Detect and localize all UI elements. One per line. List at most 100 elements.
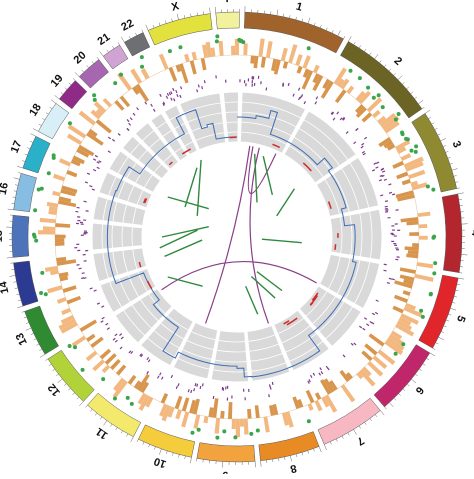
link-chord (162, 262, 317, 290)
purple-tick (293, 94, 294, 97)
scale-tick (77, 397, 79, 399)
purple-tick (364, 137, 366, 139)
green-dot (40, 271, 44, 275)
chromosome-label-11: 11 (94, 425, 110, 441)
cnv-bar (236, 419, 240, 437)
purple-tick (380, 195, 383, 196)
purple-tick (299, 88, 300, 91)
scale-tick (448, 314, 451, 315)
purple-tick (160, 94, 161, 97)
green-dot (431, 236, 435, 240)
cnv-bar (201, 58, 207, 70)
purple-tick (202, 86, 203, 89)
cnv-bar (190, 60, 197, 74)
scale-tick (348, 433, 349, 436)
green-dot (433, 261, 437, 265)
scale-tick (121, 37, 124, 42)
purple-tick (359, 326, 361, 328)
purple-tick (372, 170, 375, 171)
scale-tick (289, 15, 290, 18)
scale-tick (407, 384, 409, 386)
scale-tick (179, 454, 180, 457)
link-line (246, 286, 258, 314)
purple-tick (113, 338, 115, 340)
link-chord (206, 146, 250, 324)
cnv-bar (335, 89, 347, 103)
scale-tick (7, 257, 13, 258)
purple-tick (354, 142, 356, 144)
cnv-bar (47, 202, 58, 208)
cnv-bar (47, 285, 62, 293)
scale-tick (33, 129, 38, 132)
purple-tick (177, 94, 178, 97)
scale-tick (458, 193, 464, 194)
scale-tick (58, 379, 63, 383)
scale-tick (330, 442, 331, 445)
scale-tick (39, 124, 42, 125)
cnv-bar (128, 375, 137, 385)
green-dot (92, 93, 96, 97)
link-line (185, 168, 197, 207)
cnv-bar (57, 297, 67, 304)
cnv-bar (193, 414, 200, 428)
green-dot (81, 368, 85, 372)
cnv-bar (231, 46, 235, 55)
chromosome-label-21: 21 (96, 31, 113, 48)
purple-tick (176, 90, 177, 93)
scale-tick (185, 456, 186, 459)
purple-tick (392, 279, 395, 280)
scale-tick (403, 389, 405, 391)
scale-tick (385, 407, 387, 409)
chromosome-17-band (23, 136, 50, 173)
scale-tick (135, 33, 136, 36)
cnv-bar (169, 67, 178, 82)
scale-tick (69, 83, 71, 85)
chromosome-label-15: 15 (0, 230, 5, 242)
purple-tick (366, 324, 368, 326)
green-dot (432, 271, 436, 275)
cnv-bar (141, 68, 150, 79)
cnv-bar (220, 411, 224, 419)
scale-tick (458, 278, 464, 279)
purple-tick (127, 119, 129, 121)
scale-tick (154, 447, 155, 450)
cnv-bar (179, 63, 189, 83)
grid-sector (211, 330, 248, 382)
scale-tick (426, 358, 429, 360)
chromosome-label-10: 10 (152, 455, 167, 470)
scale-tick (446, 320, 449, 321)
cnv-bar (419, 224, 428, 228)
purple-tick (148, 360, 150, 362)
scale-tick (25, 154, 28, 155)
purple-tick (147, 357, 149, 359)
scale-tick (444, 326, 447, 327)
cnv-bar (394, 295, 408, 303)
scale-tick (126, 434, 127, 437)
scale-tick (308, 451, 309, 454)
purple-tick (313, 373, 314, 376)
scale-tick (55, 95, 60, 99)
chromosome-21-band (103, 45, 128, 69)
cnv-bar (130, 68, 142, 83)
chromosome-label-19: 19 (49, 72, 66, 89)
purple-tick (129, 351, 131, 353)
scale-tick (49, 364, 51, 366)
cnv-bar (408, 170, 425, 179)
scale-tick (374, 54, 378, 59)
cnv-bar (255, 405, 260, 418)
scale-tick (443, 145, 446, 146)
purple-tick (198, 84, 199, 87)
scale-tick (18, 172, 21, 173)
chromosome-label-7: 7 (355, 434, 366, 447)
grid-sector (223, 92, 238, 142)
purple-tick (145, 102, 147, 104)
green-dot (307, 46, 311, 50)
chromosome-label-1: 1 (295, 1, 304, 14)
cnv-bar (228, 402, 232, 419)
chromosome-3-band (412, 113, 457, 192)
purple-tick (106, 323, 108, 325)
chromosome-22-band (124, 33, 149, 57)
scale-tick (261, 461, 262, 467)
